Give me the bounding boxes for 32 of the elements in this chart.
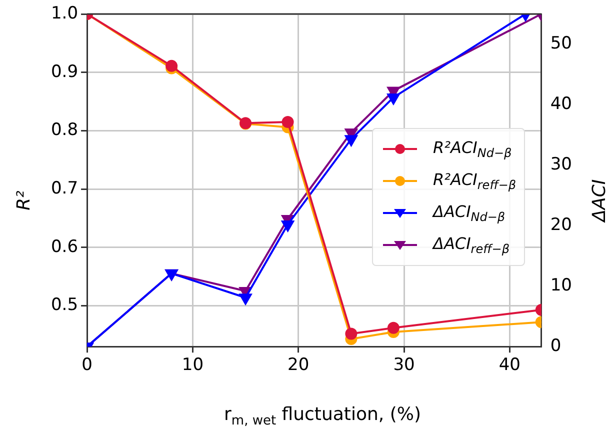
y-tick-label: 0.8 bbox=[50, 120, 78, 140]
point bbox=[387, 322, 400, 334]
point bbox=[282, 220, 294, 232]
x-tick-label: 20 bbox=[288, 355, 310, 376]
y-tick-label: 1.0 bbox=[50, 3, 78, 24]
legend-label: R²ACI$_{reff−β}$ bbox=[433, 170, 516, 192]
y2-tick-label: 20 bbox=[550, 215, 572, 236]
y-tick-label: 0.5 bbox=[50, 295, 78, 316]
y2-tick-label: 10 bbox=[550, 276, 572, 296]
y-tick-label: 0.6 bbox=[50, 236, 78, 257]
point bbox=[387, 93, 400, 104]
legend-label: R²ACI$_{Nd−β}$ bbox=[433, 138, 512, 160]
y2-tick-label: 40 bbox=[550, 94, 572, 114]
y2-axis-title: ΔACI bbox=[588, 179, 609, 222]
x-tick-label: 10 bbox=[182, 355, 204, 376]
legend-label: ΔACI$_{reff−β}$ bbox=[433, 234, 510, 256]
y2-tick-label: 50 bbox=[550, 34, 572, 54]
point bbox=[239, 294, 252, 305]
y-tick-label: 0.7 bbox=[50, 178, 78, 198]
y-axis-title: R² bbox=[13, 190, 34, 210]
legend-label: ΔACI$_{Nd−β}$ bbox=[433, 202, 506, 224]
point bbox=[344, 135, 358, 146]
x-axis-title: r$_{m, wet}$ fluctuation, (%) bbox=[224, 404, 421, 429]
y-tick-label: 0.9 bbox=[50, 62, 78, 82]
y2-tick-label: 0 bbox=[550, 336, 562, 356]
point bbox=[345, 328, 358, 340]
point bbox=[282, 116, 294, 128]
x-tick-label: 0 bbox=[82, 355, 92, 376]
point bbox=[166, 60, 178, 72]
x-tick-label: 30 bbox=[393, 355, 415, 376]
x-tick-label: 40 bbox=[498, 355, 520, 376]
y2-tick-label: 30 bbox=[550, 154, 572, 175]
